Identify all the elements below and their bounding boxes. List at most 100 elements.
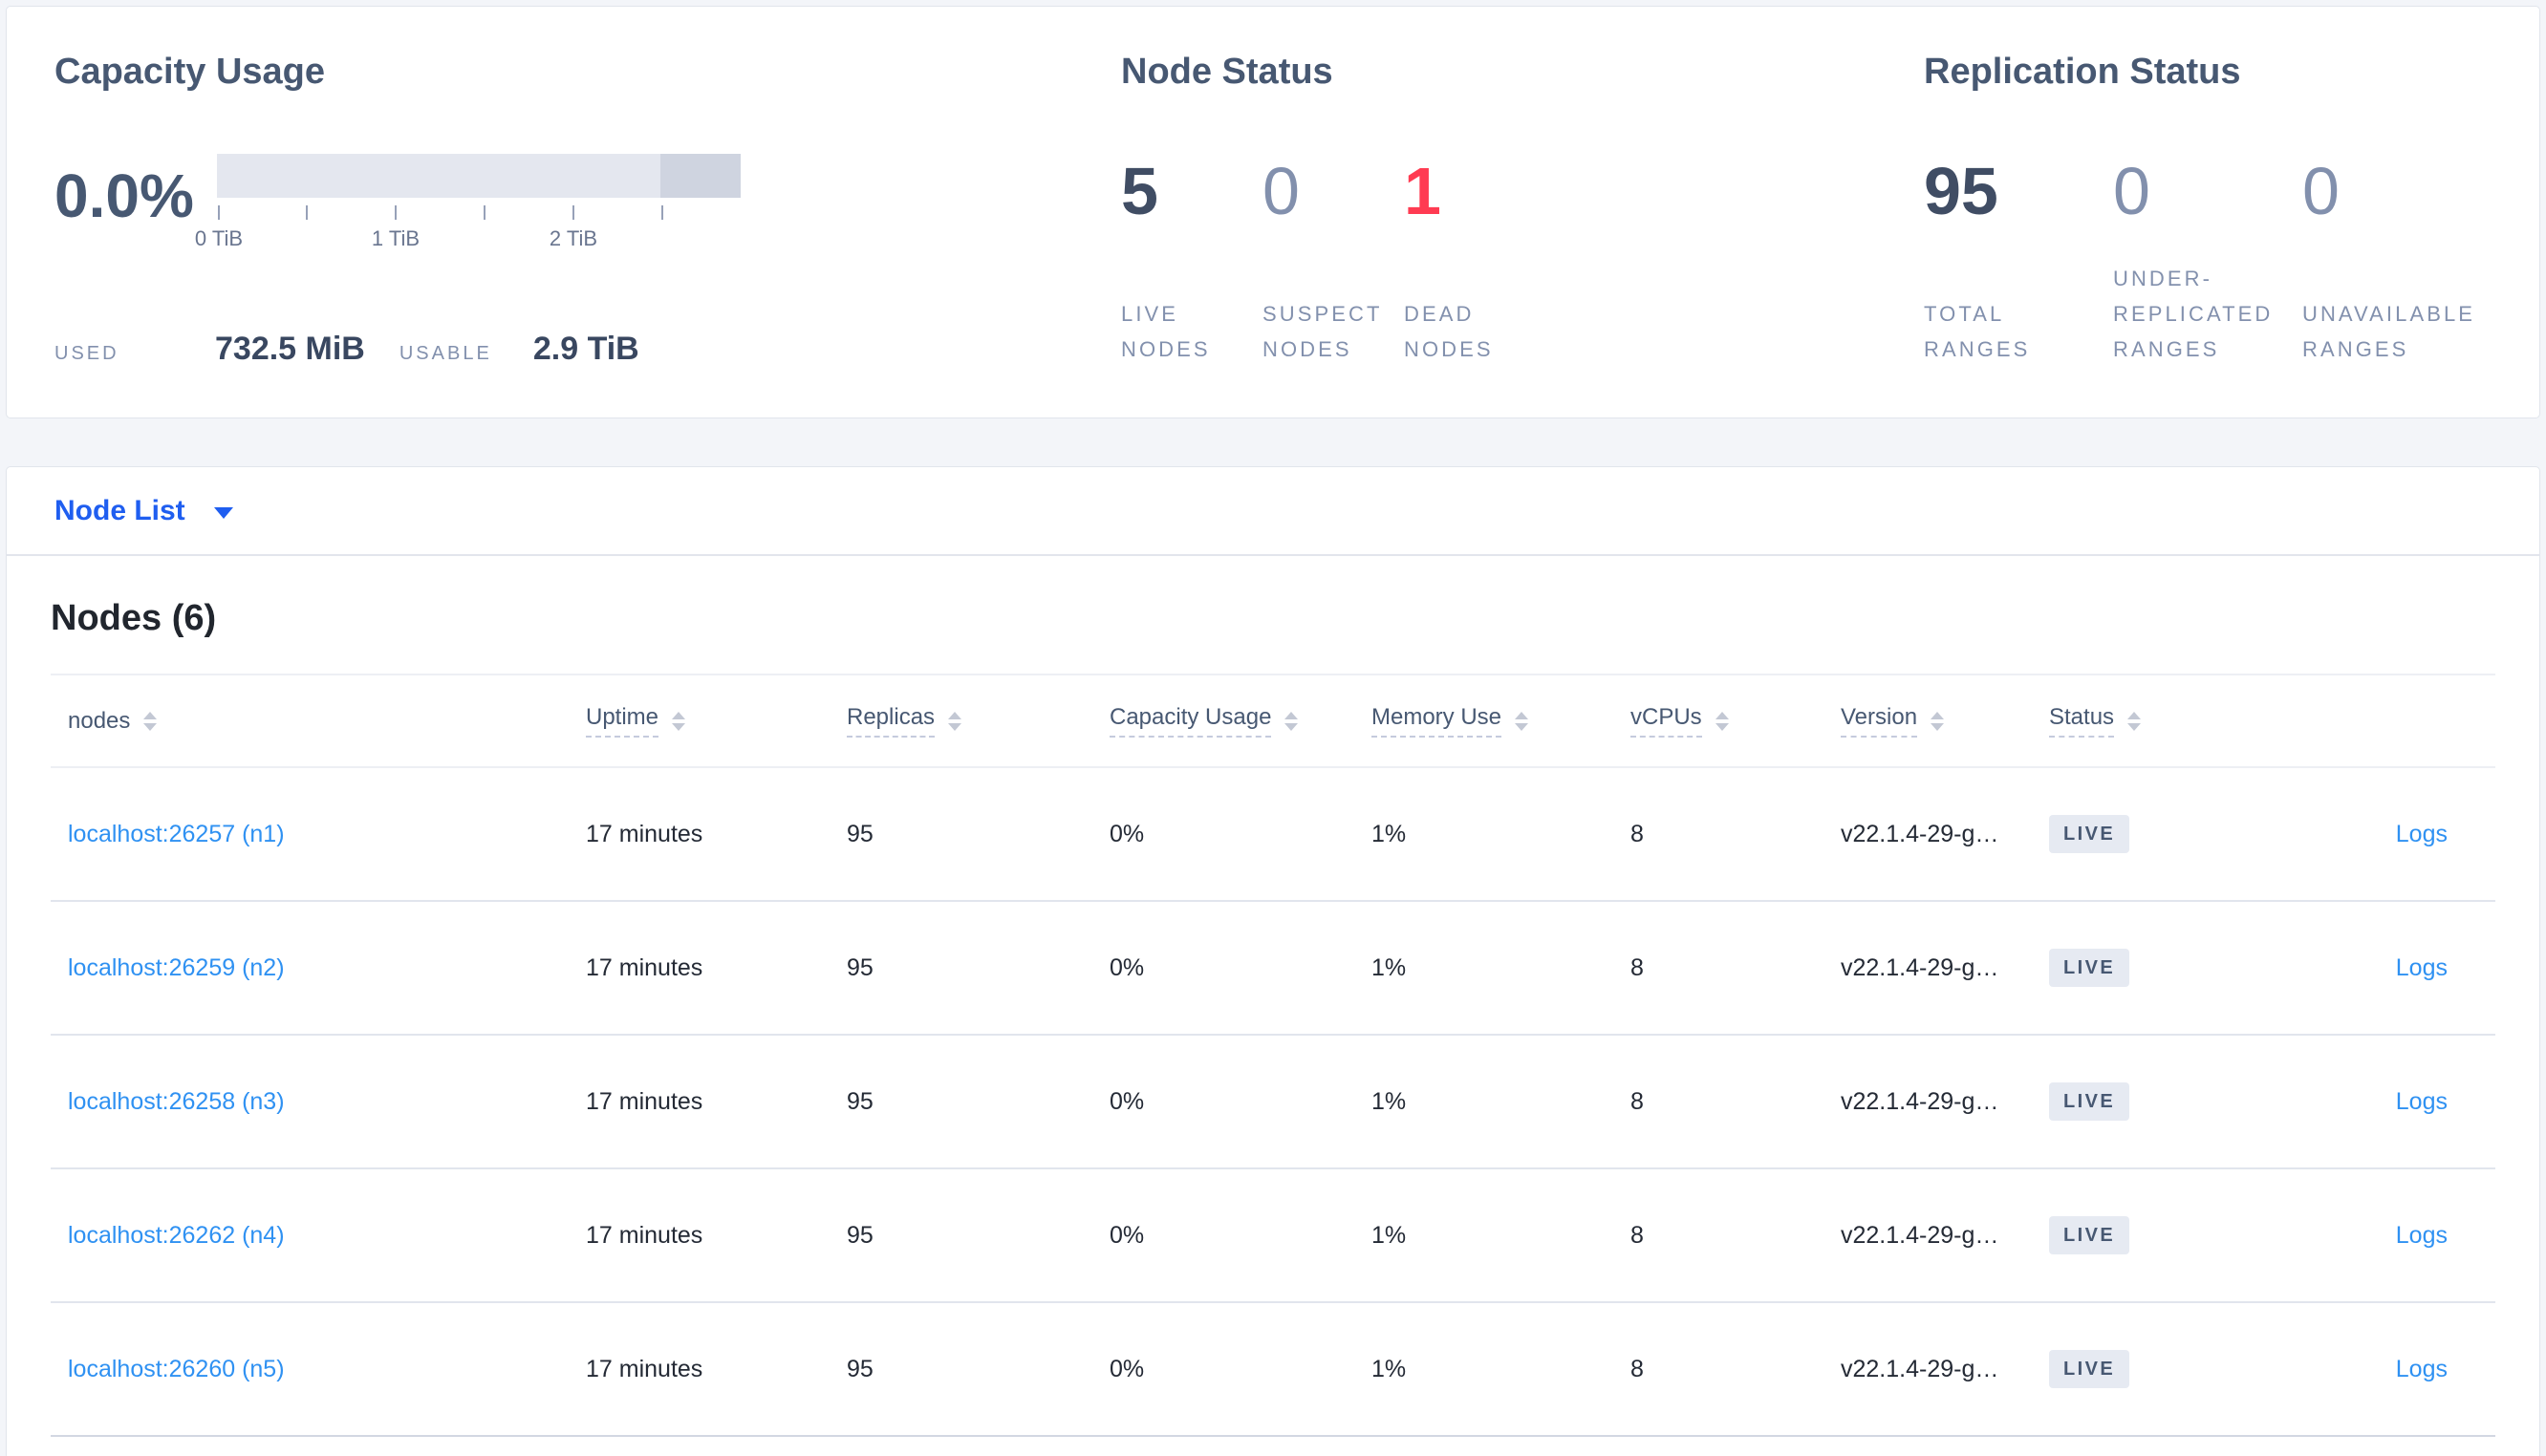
sort-icon[interactable] (948, 711, 962, 731)
live-nodes-count: 5 (1121, 153, 1158, 228)
replicas-cell: 95 (847, 1221, 874, 1249)
uptime-cell: 17 minutes (586, 1221, 703, 1249)
status-badge: LIVE (2049, 1082, 2130, 1121)
capacity-axis-ticks (217, 204, 741, 221)
node-list-panel: Node List Nodes (6) nodes Uptime Replica… (6, 466, 2540, 1456)
column-header-uptime[interactable]: Uptime (571, 704, 831, 738)
logs-link[interactable]: Logs (2395, 953, 2448, 981)
capacity-usage-cell: 0% (1110, 820, 1145, 847)
node-list-dropdown[interactable]: Node List (54, 495, 233, 527)
sort-icon[interactable] (1284, 711, 1299, 731)
axis-tick (306, 204, 308, 220)
replicas-cell: 95 (847, 820, 874, 847)
capacity-usage-section: Capacity Usage 0.0% 0 TiB 1 TiB (54, 51, 1121, 368)
usable-label: USABLE (399, 343, 492, 364)
under-replicated-ranges-count: 0 (2113, 153, 2150, 228)
node-status-title: Node Status (1121, 52, 1333, 92)
dead-nodes-count: 1 (1404, 153, 1441, 228)
capacity-used-percent: 0.0% (54, 161, 194, 230)
node-status-section: Node Status 5 LIVE NODES 0 SUSPECT NODES… (1121, 51, 1924, 368)
column-header-memory-use[interactable]: Memory Use (1356, 704, 1615, 738)
node-link[interactable]: localhost:26260 (n5) (68, 1355, 285, 1382)
vcpus-cell: 8 (1630, 1355, 1644, 1382)
view-selector-bar: Node List (7, 467, 2539, 556)
node-link[interactable]: localhost:26259 (n2) (68, 953, 285, 981)
table-row: localhost:26258 (n3) 17 minutes 95 0% 1%… (51, 1036, 2495, 1169)
memory-use-cell: 1% (1371, 1087, 1407, 1115)
unavailable-ranges-stat: 0 UNAVAILABLE RANGES (2302, 158, 2492, 368)
table-header-row: nodes Uptime Replicas Capacity Usage Mem… (51, 675, 2495, 768)
divider (51, 674, 2495, 675)
logs-link[interactable]: Logs (2395, 820, 2448, 847)
live-nodes-label: LIVE NODES (1121, 302, 1211, 362)
version-cell: v22.1.4-29-g… (1841, 820, 1999, 847)
replicas-cell: 95 (847, 1355, 874, 1382)
logs-link[interactable]: Logs (2395, 1087, 2448, 1115)
axis-label-1tib: 1 TiB (371, 225, 421, 250)
status-badge: LIVE (2049, 949, 2130, 987)
total-ranges-label: TOTAL RANGES (1924, 302, 2031, 362)
live-nodes-stat: 5 LIVE NODES (1121, 158, 1262, 368)
status-badge: LIVE (2049, 1216, 2130, 1254)
status-badge: LIVE (2049, 815, 2130, 853)
total-ranges-count: 95 (1924, 153, 1998, 228)
replication-status-stats: 95 TOTAL RANGES 0 UNDER-REPLICATED RANGE… (1924, 158, 2492, 368)
node-link[interactable]: localhost:26258 (n3) (68, 1087, 285, 1115)
table-row: localhost:26262 (n4) 17 minutes 95 0% 1%… (51, 1169, 2495, 1303)
replicas-cell: 95 (847, 953, 874, 981)
version-cell: v22.1.4-29-g… (1841, 1355, 1999, 1382)
used-label: USED (54, 343, 119, 364)
uptime-cell: 17 minutes (586, 820, 703, 847)
version-cell: v22.1.4-29-g… (1841, 953, 1999, 981)
replicas-cell: 95 (847, 1087, 874, 1115)
sort-icon[interactable] (143, 711, 158, 731)
under-replicated-ranges-label: UNDER-REPLICATED RANGES (2113, 267, 2274, 362)
sort-icon[interactable] (1931, 711, 1945, 731)
logs-link[interactable]: Logs (2395, 1221, 2448, 1249)
capacity-usage-chart: 0.0% 0 TiB 1 TiB 2 TiB (54, 153, 1121, 251)
column-header-capacity-usage[interactable]: Capacity Usage (1094, 704, 1356, 738)
cluster-summary-panel: Capacity Usage 0.0% 0 TiB 1 TiB (6, 6, 2540, 418)
node-link[interactable]: localhost:26257 (n1) (68, 820, 285, 847)
node-link[interactable]: localhost:26262 (n4) (68, 1221, 285, 1249)
unavailable-ranges-label: UNAVAILABLE RANGES (2302, 302, 2476, 362)
column-header-nodes[interactable]: nodes (51, 708, 571, 735)
total-ranges-stat: 95 TOTAL RANGES (1924, 158, 2113, 368)
suspect-nodes-stat: 0 SUSPECT NODES (1262, 158, 1404, 368)
capacity-usage-title: Capacity Usage (54, 52, 326, 92)
memory-use-cell: 1% (1371, 1221, 1407, 1249)
table-row: localhost:26257 (n1) 17 minutes 95 0% 1%… (51, 768, 2495, 902)
node-status-stats: 5 LIVE NODES 0 SUSPECT NODES 1 DEAD NODE… (1121, 158, 1924, 368)
uptime-cell: 17 minutes (586, 953, 703, 981)
vcpus-cell: 8 (1630, 953, 1644, 981)
axis-label-2tib: 2 TiB (549, 225, 598, 250)
sort-icon[interactable] (1715, 711, 1729, 731)
capacity-usage-cell: 0% (1110, 953, 1145, 981)
suspect-nodes-count: 0 (1262, 153, 1300, 228)
memory-use-cell: 1% (1371, 953, 1407, 981)
replication-status-section: Replication Status 95 TOTAL RANGES 0 UND… (1924, 51, 2492, 368)
capacity-usage-legend: USED 732.5 MiB USABLE 2.9 TiB (54, 331, 1121, 368)
capacity-usage-cell: 0% (1110, 1221, 1145, 1249)
column-header-replicas[interactable]: Replicas (831, 704, 1094, 738)
dead-nodes-stat: 1 DEAD NODES (1404, 158, 1545, 368)
uptime-cell: 17 minutes (586, 1087, 703, 1115)
sort-icon[interactable] (672, 711, 686, 731)
column-header-vcpus[interactable]: vCPUs (1615, 704, 1825, 738)
table-row: localhost:26260 (n5) 17 minutes 95 0% 1%… (51, 1303, 2495, 1437)
under-replicated-ranges-stat: 0 UNDER-REPLICATED RANGES (2113, 158, 2302, 368)
capacity-axis-labels: 0 TiB 1 TiB 2 TiB (195, 225, 741, 251)
axis-tick (572, 204, 574, 220)
sort-icon[interactable] (2127, 711, 2142, 731)
version-cell: v22.1.4-29-g… (1841, 1087, 1999, 1115)
replication-status-title: Replication Status (1924, 52, 2241, 92)
axis-tick (661, 204, 663, 220)
sort-icon[interactable] (1515, 711, 1529, 731)
axis-label-0tib: 0 TiB (194, 225, 244, 250)
column-header-version[interactable]: Version (1825, 704, 2034, 738)
table-row: localhost:26259 (n2) 17 minutes 95 0% 1%… (51, 902, 2495, 1036)
logs-link[interactable]: Logs (2395, 1355, 2448, 1382)
vcpus-cell: 8 (1630, 1087, 1644, 1115)
column-header-status[interactable]: Status (2034, 704, 2241, 738)
nodes-table-section: Nodes (6) nodes Uptime Replicas Capacity… (7, 556, 2539, 1456)
